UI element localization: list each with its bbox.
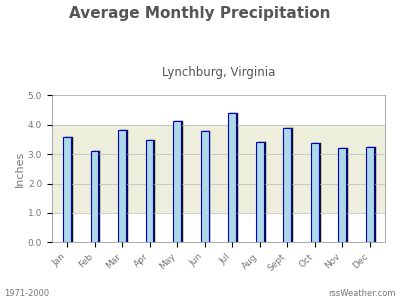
Bar [173,121,181,242]
Bar [340,148,348,242]
Bar [148,140,155,242]
Bar [256,142,264,242]
Bar [63,137,71,242]
Y-axis label: Inches: Inches [15,151,25,187]
Bar [284,128,291,242]
Bar [228,113,236,242]
Bar [258,142,266,242]
Bar [368,146,376,242]
Title: Lynchburg, Virginia: Lynchburg, Virginia [162,66,275,79]
Bar [118,130,126,242]
Bar [146,140,154,242]
Bar [52,125,385,213]
Text: 1971-2000: 1971-2000 [4,290,49,298]
Bar [230,113,238,242]
Bar [201,131,208,242]
Bar [203,131,210,242]
Bar [175,121,183,242]
Bar [313,143,320,242]
Bar [65,137,73,242]
Text: Average Monthly Precipitation: Average Monthly Precipitation [69,6,331,21]
Bar [285,128,293,242]
Bar [311,143,319,242]
Bar [338,148,346,242]
Bar [91,151,98,242]
Bar [366,146,374,242]
Bar [120,130,128,242]
Text: rssWeather.com: rssWeather.com [328,290,396,298]
Bar [93,151,100,242]
